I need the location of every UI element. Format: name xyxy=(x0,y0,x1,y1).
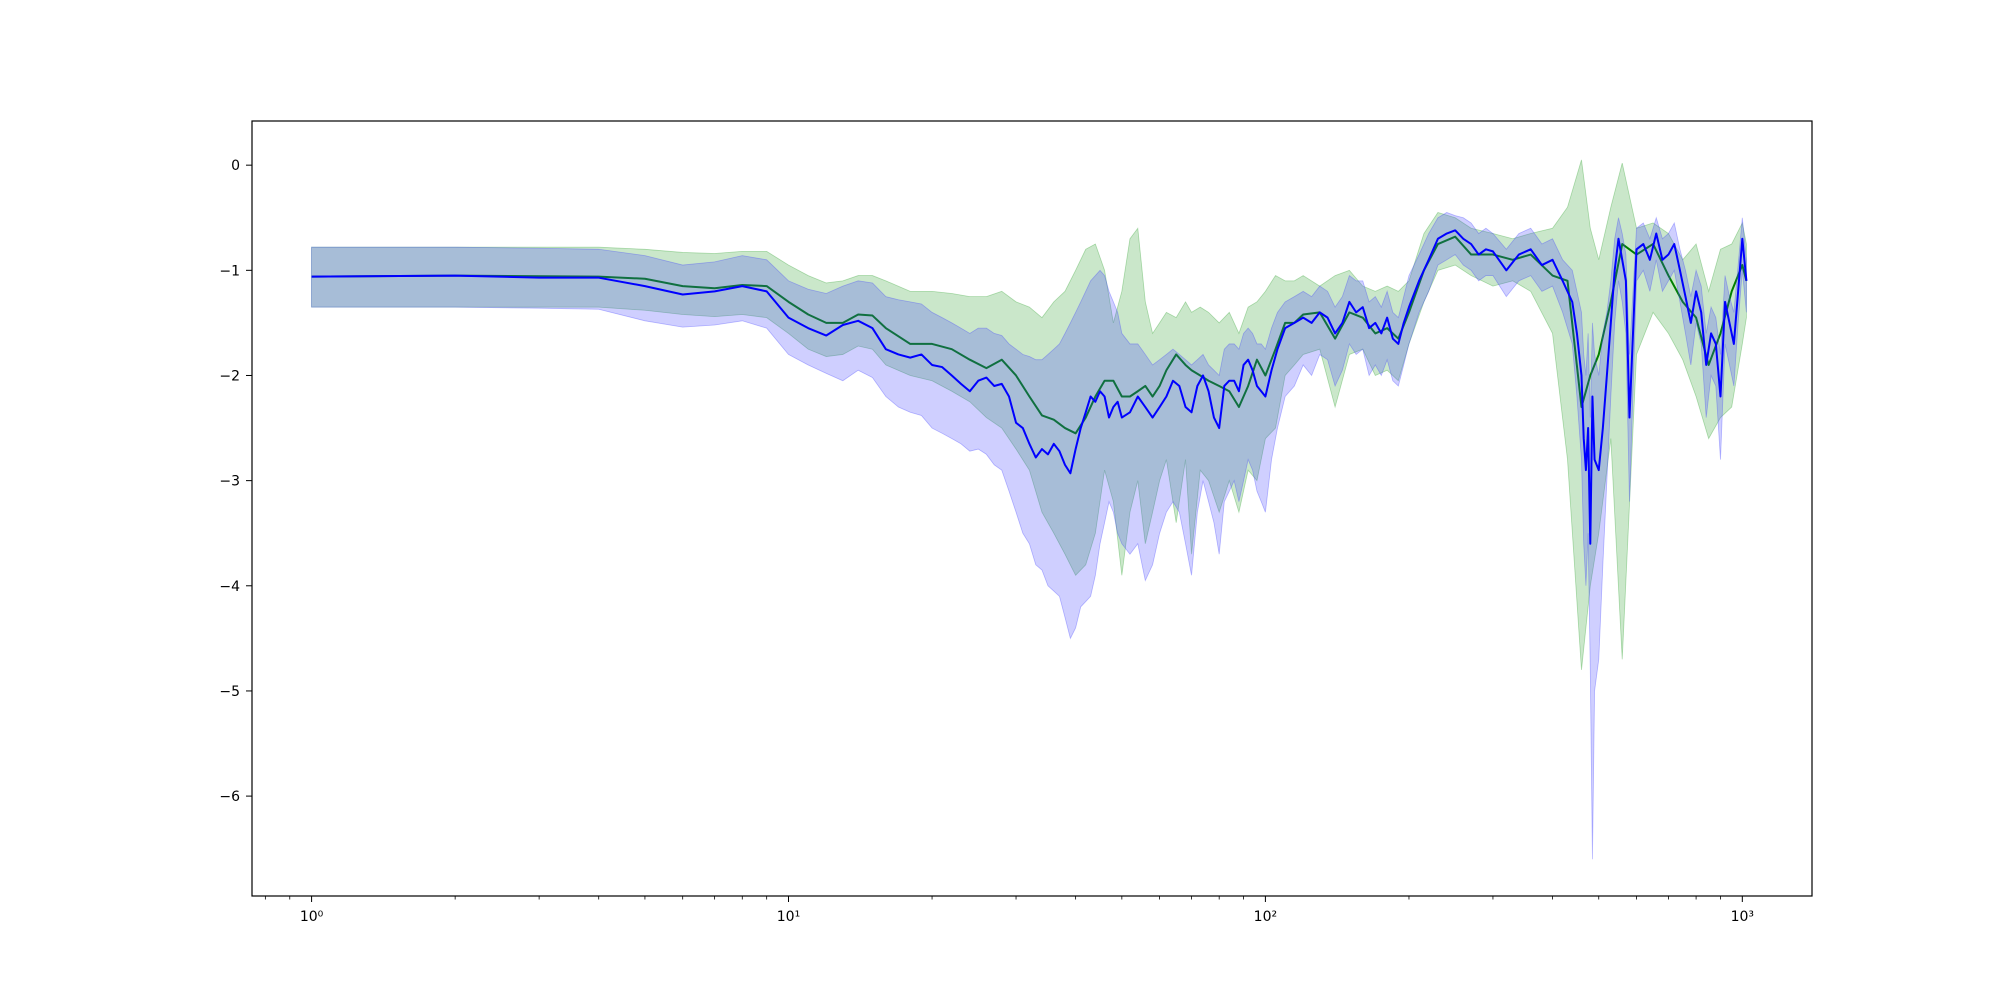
y-tick-label: −6 xyxy=(219,789,240,805)
y-tick-label: −3 xyxy=(219,474,240,490)
series-1 xyxy=(311,159,1748,670)
x-tick-label: 10² xyxy=(1254,909,1277,925)
x-axis: 10⁰ 10¹ 10² 10³ xyxy=(264,896,1754,925)
series-2-band xyxy=(311,212,1747,860)
series-1-band xyxy=(311,159,1747,670)
y-tick-label: −2 xyxy=(219,368,240,384)
series-layer xyxy=(311,159,1748,860)
y-tick-label: 0 xyxy=(231,158,240,174)
x-tick-label: 10³ xyxy=(1731,909,1754,925)
x-tick-label: 10⁰ xyxy=(300,909,324,925)
series-2 xyxy=(311,212,1748,860)
series-1-line xyxy=(311,235,1748,435)
x-tick-label: 10¹ xyxy=(777,909,800,925)
y-axis: 0 −1 −2 −3 −4 −5 −6 xyxy=(219,158,252,805)
series-2-line xyxy=(311,229,1748,545)
plot-frame xyxy=(251,120,1813,897)
y-tick-label: −5 xyxy=(219,684,240,700)
y-tick-label: −1 xyxy=(219,263,240,279)
y-tick-label: −4 xyxy=(219,579,240,595)
